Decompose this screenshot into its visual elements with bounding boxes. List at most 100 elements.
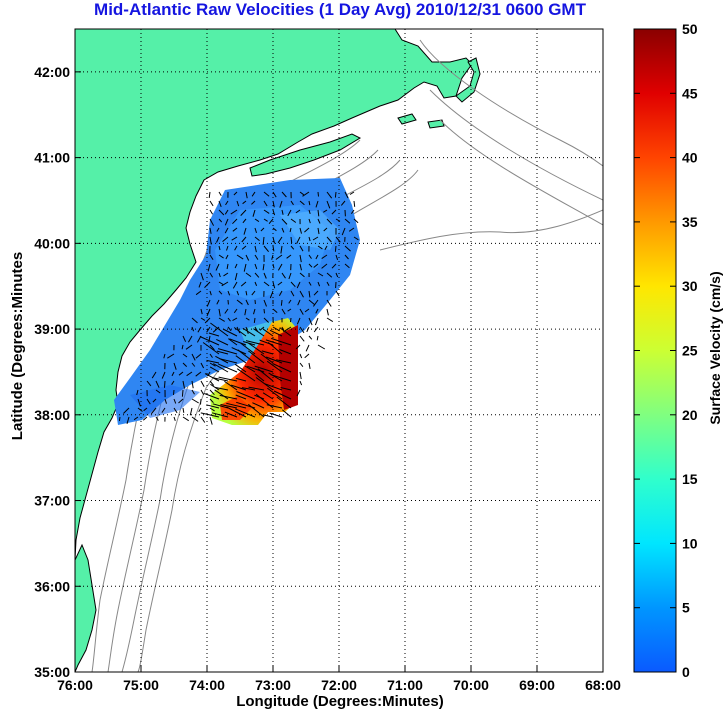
velocity-arrow bbox=[245, 254, 250, 261]
velocity-arrow bbox=[206, 359, 220, 364]
velocity-arrow bbox=[304, 353, 310, 359]
velocity-arrow bbox=[225, 254, 229, 260]
velocity-arrow bbox=[171, 380, 175, 385]
velocity-arrow bbox=[191, 353, 196, 361]
velocity-arrow bbox=[209, 380, 215, 386]
velocity-arrow bbox=[209, 353, 213, 358]
velocity-arrow bbox=[296, 281, 301, 289]
velocity-arrow bbox=[200, 362, 205, 369]
velocity-arrow bbox=[263, 299, 267, 307]
velocity-arrow bbox=[206, 404, 220, 409]
velocity-arrow bbox=[218, 218, 223, 223]
velocity-arrow bbox=[334, 245, 337, 252]
velocity-arrow bbox=[200, 398, 202, 405]
velocity-arrow bbox=[304, 308, 310, 313]
velocity-arrow bbox=[335, 290, 340, 297]
velocity-arrow bbox=[235, 377, 247, 382]
velocity-arrow bbox=[218, 317, 225, 322]
velocity-arrow bbox=[315, 254, 319, 260]
colorbar-tick-label: 0 bbox=[682, 664, 690, 680]
velocity-arrow bbox=[316, 335, 319, 341]
velocity-arrow bbox=[317, 209, 320, 217]
velocity-arrow bbox=[232, 317, 238, 322]
velocity-arrow bbox=[281, 272, 286, 279]
velocity-arrow bbox=[323, 227, 328, 232]
velocity-arrow bbox=[290, 200, 294, 206]
velocity-arrow bbox=[281, 308, 286, 315]
velocity-arrow bbox=[279, 349, 292, 355]
velocity-arrow bbox=[200, 380, 205, 387]
velocity-arrow bbox=[226, 245, 229, 251]
velocity-arrow bbox=[313, 263, 319, 268]
velocity-arrow bbox=[353, 200, 356, 207]
velocity-arrow bbox=[241, 245, 247, 250]
velocity-arrow bbox=[296, 389, 301, 397]
velocity-arrow bbox=[334, 191, 337, 198]
velocity-arrow bbox=[209, 416, 213, 425]
velocity-arrow bbox=[209, 366, 220, 373]
y-tick-label: 36:00 bbox=[34, 578, 70, 594]
velocity-arrow bbox=[218, 209, 225, 216]
velocity-arrow bbox=[299, 263, 302, 271]
velocity-arrow bbox=[251, 191, 256, 197]
velocity-arrow bbox=[299, 362, 304, 368]
x-tick-labels: 76:00 75:00 74:00 73:00 72:00 71:00 70:00 69:00… bbox=[57, 666, 621, 693]
velocity-arrow bbox=[235, 355, 247, 364]
velocity-arrow bbox=[299, 353, 303, 359]
velocity-arrow bbox=[253, 317, 256, 323]
velocity-arrow bbox=[173, 362, 177, 370]
colorbar-tick-label: 35 bbox=[682, 214, 698, 230]
velocity-arrow bbox=[218, 376, 238, 382]
velocity-arrow bbox=[245, 299, 249, 306]
velocity-arrow bbox=[230, 384, 247, 391]
velocity-arrow bbox=[299, 371, 302, 380]
velocity-arrow bbox=[317, 191, 319, 197]
colorbar-tick-label: 20 bbox=[682, 407, 698, 423]
velocity-arrow bbox=[217, 348, 238, 355]
colorbar bbox=[633, 28, 677, 673]
velocity-arrow bbox=[260, 353, 274, 364]
velocity-arrow bbox=[245, 317, 250, 321]
y-tick-label: 38:00 bbox=[34, 407, 70, 423]
velocity-arrow bbox=[208, 335, 211, 343]
velocity-arrow bbox=[290, 281, 296, 288]
velocity-arrow bbox=[344, 263, 350, 269]
velocity-arrow bbox=[340, 200, 346, 206]
velocity-arrow bbox=[164, 398, 167, 404]
velocity-arrow bbox=[308, 218, 311, 224]
velocity-arrow bbox=[243, 263, 247, 272]
x-tick-label: 72:00 bbox=[321, 677, 357, 693]
velocity-arrow bbox=[317, 281, 321, 287]
velocity-arrow bbox=[299, 245, 304, 252]
velocity-arrow bbox=[299, 290, 304, 298]
velocity-arrow bbox=[242, 327, 256, 337]
velocity-arrow bbox=[260, 227, 265, 232]
velocity-arrow bbox=[272, 308, 278, 313]
velocity-arrow bbox=[209, 218, 215, 226]
colorbar-tick-label: 25 bbox=[682, 343, 698, 359]
velocity-arrow bbox=[236, 299, 243, 305]
velocity-arrow bbox=[208, 191, 211, 198]
velocity-arrow bbox=[281, 218, 288, 225]
velocity-arrow bbox=[240, 281, 247, 287]
x-tick-label: 75:00 bbox=[123, 677, 159, 693]
colorbar-tick-label: 5 bbox=[682, 600, 690, 616]
velocity-arrow bbox=[308, 236, 311, 242]
velocity-arrow bbox=[173, 398, 177, 404]
velocity-arrow bbox=[212, 377, 229, 382]
velocity-arrow bbox=[123, 407, 130, 414]
velocity-arrow bbox=[313, 326, 319, 333]
velocity-arrow bbox=[272, 236, 275, 244]
velocity-arrow bbox=[254, 227, 257, 234]
velocity-arrow bbox=[224, 209, 229, 215]
velocity-arrow bbox=[207, 263, 211, 272]
velocity-arrow bbox=[263, 191, 270, 197]
velocity-arrow bbox=[263, 209, 270, 214]
velocity-arrow bbox=[326, 200, 331, 209]
velocity-arrow bbox=[296, 236, 301, 244]
velocity-arrow bbox=[248, 386, 265, 391]
velocity-arrow bbox=[224, 227, 229, 234]
velocity-arrow bbox=[326, 236, 332, 243]
velocity-arrow bbox=[331, 209, 337, 215]
velocity-arrow bbox=[126, 416, 130, 424]
